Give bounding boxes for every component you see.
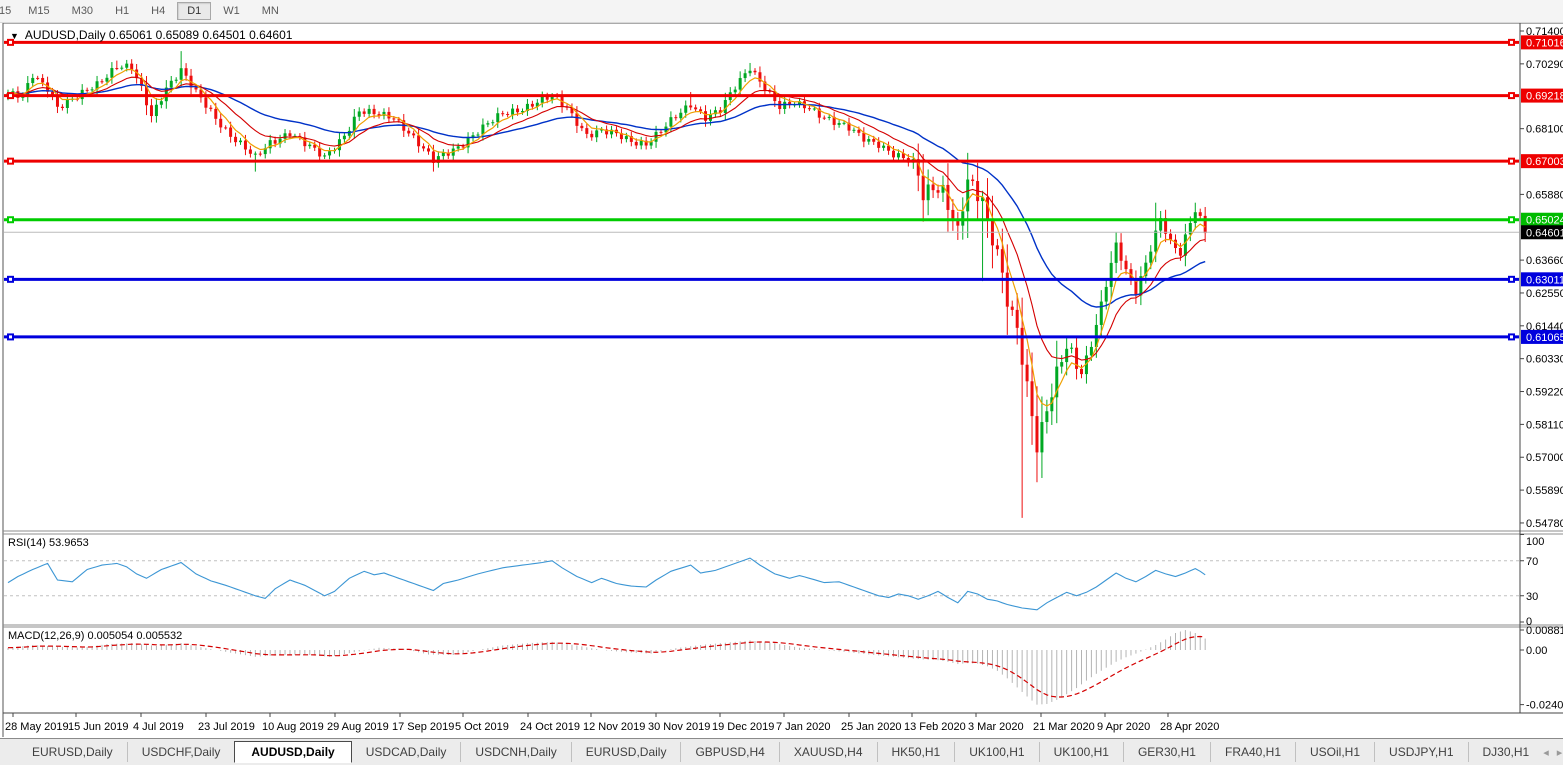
timeframe-button-m30[interactable]: M30 <box>71 5 94 17</box>
date-tick-label: 12 Nov 2019 <box>583 721 645 733</box>
timeframe-button-mn[interactable]: MN <box>261 5 279 17</box>
chevron-down-icon[interactable]: ▼ <box>10 31 19 41</box>
timeframe-button-d1[interactable]: D1 <box>177 2 212 20</box>
date-tick-label: 15 Jun 2019 <box>68 721 129 733</box>
tab-scroll-arrows[interactable]: ◂▸ <box>1543 746 1562 759</box>
price-tick-label: 0.65880 <box>1526 189 1563 201</box>
timeframe-button-h4[interactable]: H4 <box>151 5 166 17</box>
timeframe-button-w1[interactable]: W1 <box>223 5 240 17</box>
price-tick-label: 0.61440 <box>1526 321 1563 333</box>
timeframe-button-m15[interactable]: M15 <box>28 5 50 17</box>
price-tick-label: 0.68100 <box>1526 124 1563 136</box>
hline-0.69218[interactable] <box>4 92 1519 100</box>
date-tick-label: 21 Mar 2020 <box>1033 721 1095 733</box>
panel-borders <box>2 22 1563 737</box>
price-axis[interactable]: 0.71400 0.70290 0.68100 0.65880 0.63660 0.625… <box>1520 26 1563 530</box>
price-line-label: 0.69218 <box>1526 91 1563 103</box>
date-tick-label: 5 Oct 2019 <box>455 721 509 733</box>
macd-axis-label: 0.008815 <box>1526 625 1563 637</box>
price-tick-label: 0.54780 <box>1526 518 1563 530</box>
date-tick-label: 29 Aug 2019 <box>327 721 389 733</box>
rsi-axis-label: 30 <box>1526 591 1538 603</box>
horizontal-lines[interactable] <box>4 38 1519 341</box>
chart-tab-usdjpy-h1[interactable]: USDJPY,H1 <box>1374 742 1467 762</box>
price-tick-label: 0.60330 <box>1526 354 1563 366</box>
date-tick-label: 23 Jul 2019 <box>198 721 255 733</box>
date-tick-label: 19 Dec 2019 <box>712 721 774 733</box>
rsi-axis-label: 70 <box>1526 556 1538 568</box>
rsi-indicator-label: RSI(14) 53.9653 <box>8 537 89 549</box>
date-tick-label: 28 Apr 2020 <box>1160 721 1219 733</box>
chart-tab-usdcnh-daily[interactable]: USDCNH,Daily <box>460 742 570 762</box>
rsi-panel: 100 70 30 0 <box>4 534 1544 628</box>
timeframe-button-clipped[interactable]: 15 <box>0 5 12 17</box>
chart-tab-gbpusd-h4[interactable]: GBPUSD,H4 <box>680 742 778 762</box>
chart-tab-hk50-h1[interactable]: HK50,H1 <box>876 742 955 762</box>
date-axis[interactable]: 28 May 2019 15 Jun 2019 4 Jul 2019 23 Jul 2… <box>5 713 1219 733</box>
date-tick-label: 25 Jan 2020 <box>841 721 902 733</box>
chart-title-text: AUDUSD,Daily 0.65061 0.65089 0.64501 0.6… <box>24 28 293 42</box>
chart-tab-bar: EURUSD,Daily USDCHF,Daily AUDUSD,Daily USDC… <box>0 738 1563 765</box>
date-tick-label: 9 Apr 2020 <box>1097 721 1150 733</box>
macd-indicator-label: MACD(12,26,9) 0.005054 0.005532 <box>8 630 183 642</box>
chart-tab-xauusd-h4[interactable]: XAUUSD,H4 <box>778 742 877 762</box>
rsi-axis-label: 100 <box>1526 536 1544 548</box>
price-line-label: 0.63011 <box>1526 274 1563 286</box>
macd-axis-label: 0.00 <box>1526 645 1547 657</box>
price-tick-label: 0.57000 <box>1526 452 1563 464</box>
chart-tab-uk100-h1[interactable]: UK100,H1 <box>954 742 1038 762</box>
chart-tab-usdcad-daily[interactable]: USDCAD,Daily <box>365 745 447 759</box>
chart-tab-usoil-h1[interactable]: USOil,H1 <box>1295 742 1374 762</box>
chart-tab-eurusd-daily[interactable]: EURUSD,Daily <box>570 742 681 762</box>
chart-tab-fra40-h1[interactable]: FRA40,H1 <box>1209 742 1295 762</box>
date-tick-label: 17 Sep 2019 <box>392 721 454 733</box>
date-tick-label: 7 Jan 2020 <box>776 721 830 733</box>
price-line-label: 0.65024 <box>1526 215 1563 227</box>
chart-tab-eurusd-daily[interactable]: EURUSD,Daily <box>32 745 113 759</box>
price-tick-label: 0.63660 <box>1526 255 1563 267</box>
price-tick-label: 0.59220 <box>1526 387 1563 399</box>
macd-panel: 0.008815 0.00 -0.024082 <box>7 625 1563 712</box>
rsi-axis-label: 0 <box>1526 616 1532 628</box>
price-tick-label: 0.62550 <box>1526 288 1563 300</box>
price-tick-label: 0.58110 <box>1526 419 1563 431</box>
hline-0.65024[interactable] <box>4 216 1519 224</box>
price-line-label: 0.61065 <box>1526 332 1563 344</box>
macd-axis-label: -0.024082 <box>1526 700 1563 712</box>
price-line-label: 0.67003 <box>1526 156 1563 168</box>
chart-title: ▼ AUDUSD,Daily 0.65061 0.65089 0.64501 0.… <box>10 28 292 42</box>
chart-tab-dj30-h1[interactable]: DJ30,H1 <box>1467 742 1544 762</box>
hline-0.71016[interactable] <box>4 38 1519 46</box>
chart-tab-audusd-daily[interactable]: AUDUSD,Daily <box>234 741 352 763</box>
date-tick-label: 30 Nov 2019 <box>648 721 710 733</box>
date-tick-label: 3 Mar 2020 <box>968 721 1024 733</box>
date-tick-label: 4 Jul 2019 <box>133 721 184 733</box>
timeframe-button-h1[interactable]: H1 <box>115 5 130 17</box>
chart-tab-ger30-h1[interactable]: GER30,H1 <box>1122 742 1210 762</box>
hline-0.67003[interactable] <box>4 157 1519 165</box>
date-tick-label: 28 May 2019 <box>5 721 69 733</box>
price-line-label: 0.71016 <box>1526 37 1563 49</box>
hline-0.61065[interactable] <box>4 333 1519 341</box>
timeframe-toolbar: 15 M15 M30 H1 H4 D1 W1 MN <box>0 0 1563 23</box>
date-tick-label: 24 Oct 2019 <box>520 721 580 733</box>
chart-tab-usdchf-daily[interactable]: USDCHF,Daily <box>126 742 235 762</box>
date-tick-label: 13 Feb 2020 <box>904 721 966 733</box>
price-tick-label: 0.70290 <box>1526 59 1563 71</box>
price-tick-label: 0.55890 <box>1526 485 1563 497</box>
date-tick-label: 10 Aug 2019 <box>262 721 324 733</box>
chart-tab-uk100-h1[interactable]: UK100,H1 <box>1038 742 1123 762</box>
price-tick-label: 0.71400 <box>1526 26 1563 38</box>
price-line-label: 0.64601 <box>1526 227 1563 239</box>
hline-0.63011[interactable] <box>4 275 1519 283</box>
